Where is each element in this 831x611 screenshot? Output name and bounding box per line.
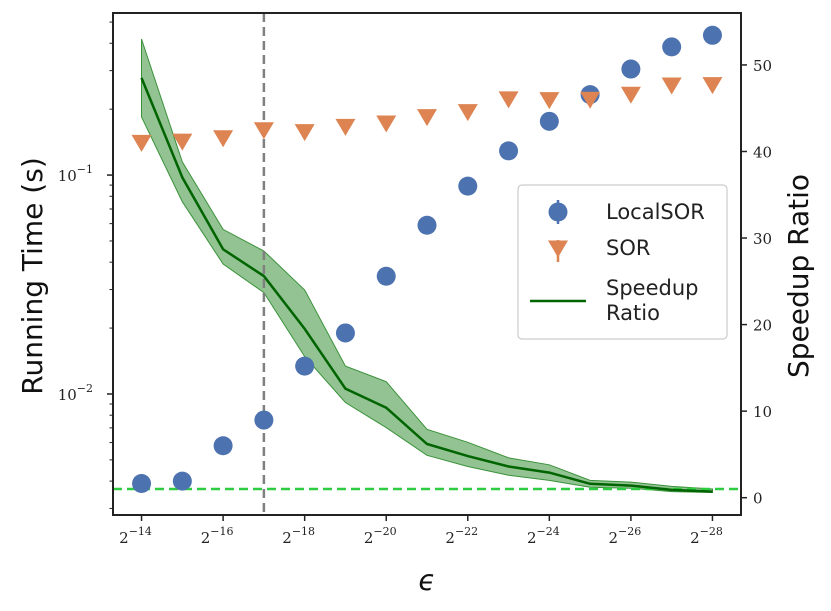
sor-point (457, 104, 478, 122)
speedup-band-layer (141, 38, 713, 494)
x-tick-label: 2−16 (201, 525, 234, 547)
sor-point (294, 124, 315, 142)
localsor-point (417, 215, 437, 235)
localsor-point (132, 473, 152, 493)
points-layer (131, 25, 723, 493)
sor-point (498, 91, 519, 109)
localsor-point (295, 356, 315, 376)
legend-label-sor: SOR (606, 236, 650, 260)
plot-frame (112, 12, 742, 516)
y-right-tick-label: 40 (753, 143, 772, 161)
localsor-point (335, 323, 355, 343)
reference-lines-layer (113, 13, 741, 515)
x-tick-label: 2−26 (609, 525, 642, 547)
speedup-line-layer (140, 77, 713, 493)
localsor-point (662, 37, 682, 57)
y-right-tick-label: 30 (753, 230, 772, 248)
sor-point (417, 109, 437, 127)
sor-point (213, 130, 234, 148)
sor-point (702, 77, 723, 95)
localsor-point (539, 111, 559, 131)
y-right-tick-label: 50 (753, 57, 772, 75)
y-axis-right-title: Speedup Ratio (782, 174, 815, 378)
y-left-tick-label: 10−2 (58, 382, 93, 404)
x-tick-label: 2−24 (527, 525, 560, 547)
sor-point (335, 118, 356, 136)
legend-label-speedup: Speedup (606, 276, 698, 300)
legend-marker-localsor (548, 202, 568, 222)
sor-point (580, 91, 601, 109)
localsor-point (621, 59, 641, 79)
y-right-tick-label: 10 (753, 403, 772, 421)
sor-point (376, 115, 397, 133)
sor-point (253, 122, 274, 140)
x-tick-label: 2−20 (364, 525, 397, 547)
legend-label-ratio: Ratio (606, 301, 660, 325)
y-left-tick-label: 10−1 (58, 163, 93, 185)
localsor-point (458, 176, 478, 196)
x-tick-label: 2−22 (445, 525, 478, 547)
legend-label-localsor: LocalSOR (606, 200, 705, 224)
speedup-ratio-line (140, 77, 713, 493)
sor-point (172, 133, 193, 151)
x-tick-label: 2−14 (119, 525, 152, 547)
speedup-confidence-band (141, 38, 713, 494)
y-axis-left-title: Running Time (s) (16, 157, 49, 395)
y-right-tick-label: 0 (753, 490, 763, 508)
sor-point (661, 77, 682, 95)
ticks-layer: 2−14 2−16 2−18 2−20 2−22 2−24 2−26 2−28 10−1 10−2… (58, 21, 772, 547)
sor-point (620, 86, 641, 104)
localsor-point (499, 141, 519, 161)
localsor-point (213, 436, 233, 456)
legend-marker-sor (548, 240, 568, 258)
y-right-tick-label: 20 (753, 317, 772, 335)
localsor-point (376, 266, 396, 286)
sor-point (539, 92, 560, 110)
localsor-point (702, 25, 722, 45)
axis-titles-layer: ϵ Running Time (s) Speedup Ratio (16, 157, 815, 597)
x-tick-label: 2−18 (282, 525, 315, 547)
localsor-point (254, 410, 274, 430)
sor-point (131, 134, 152, 152)
x-tick-label: 2−28 (690, 525, 723, 547)
localsor-point (172, 471, 192, 491)
x-axis-title: ϵ (418, 564, 435, 597)
